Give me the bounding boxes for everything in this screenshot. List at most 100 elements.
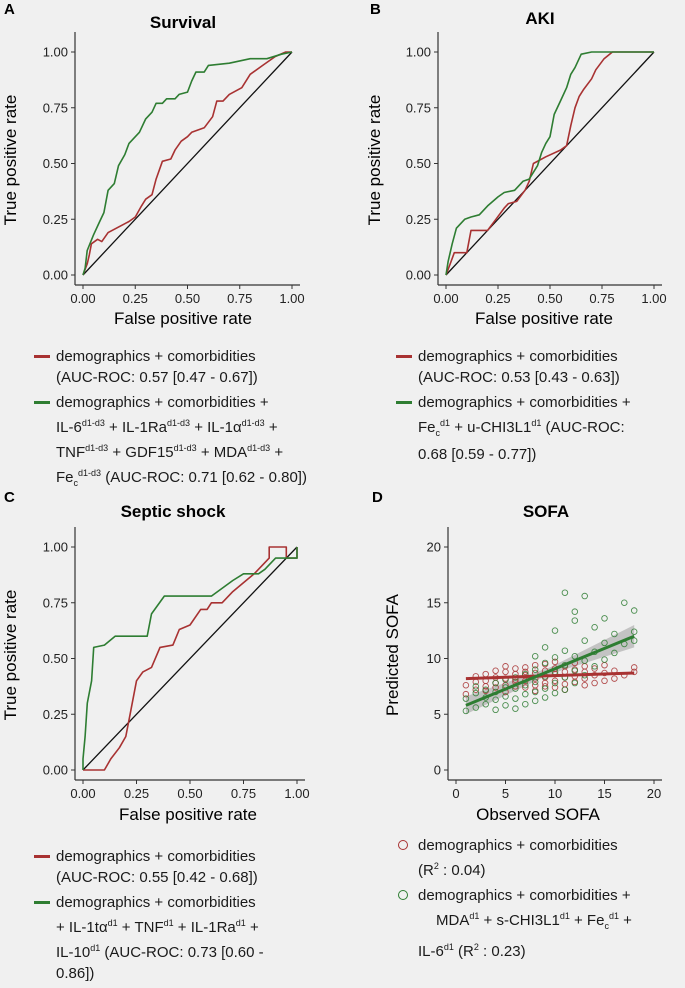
chart-title: SOFA [523, 502, 569, 521]
legend-text: demographics + comorbidities [418, 348, 618, 365]
scatter-point-green [462, 695, 470, 702]
y-tick-label: 0.75 [43, 595, 68, 610]
plot-area: 0.00 0.25 0.50 0.75 1.00 0.00 0.25 0.50 0.75 1.00 [406, 32, 667, 306]
scatter-point-green [482, 700, 489, 708]
x-axis-label: Observed SOFA [476, 805, 600, 824]
scatter-point-red [522, 668, 529, 676]
reference-diagonal [82, 51, 293, 276]
legend-text: demographics + comorbidities [418, 837, 618, 854]
x-tick-label: 0.25 [485, 291, 510, 306]
y-tick-label: 0.00 [43, 763, 68, 778]
legend-text: IL-6d1-d3 + IL-1Rad1-d3 + IL-1αd1-d3 + [56, 418, 278, 436]
scatter-point-green [472, 689, 480, 697]
x-tick-label: 0.00 [433, 291, 458, 306]
legend-swatch [34, 401, 50, 404]
x-tick-label: 0.75 [589, 291, 614, 306]
x-tick-label: 0.50 [537, 291, 562, 306]
scatter-point-red [512, 665, 519, 672]
legend-text: MDAd1 + s-CHI3L1d1 + Fecd1 + [436, 911, 632, 931]
legend-item-green: demographics + comorbidities + MDAd1 + s… [394, 885, 684, 962]
scatter-point-red [581, 663, 588, 670]
scatter-point-red [611, 675, 618, 682]
x-tick-label: 10 [548, 786, 562, 801]
legend-item-green: demographics + comorbidities + Fecd1 + u… [394, 392, 684, 465]
scatter-point-red [502, 668, 509, 676]
roc-curve-red [82, 51, 292, 276]
y-tick-label: 5 [434, 707, 441, 722]
scatter-point-red [551, 658, 559, 666]
y-tick-label: 1.00 [43, 45, 68, 60]
scatter-point-green [611, 630, 618, 638]
legend-text: demographics + comorbidities + [418, 394, 631, 411]
legend-marker [398, 890, 408, 900]
scatter-point-green [531, 678, 539, 686]
legend-text: IL-10d1 (AUC-ROC: 0.73 [0.60 - [56, 943, 264, 961]
scatter-point-red [541, 683, 549, 690]
legend-text: demographics + comorbidities + [418, 887, 631, 904]
scatter-point-red [462, 690, 470, 698]
scatter-point-green [591, 624, 598, 631]
y-tick-label: 0 [434, 763, 441, 778]
scatter-point-green [551, 627, 559, 634]
scatter-point-green [571, 679, 579, 687]
roc-curve-green [82, 547, 298, 770]
panel-label: A [4, 1, 15, 18]
legend-text: 0.86]) [56, 965, 95, 982]
y-tick-label: 10 [427, 651, 441, 666]
scatter-point-green [522, 700, 529, 708]
scatter-point-green [551, 654, 559, 661]
legend-text: demographics + comorbidities + [56, 394, 269, 411]
y-tick-label: 15 [427, 595, 441, 610]
scatter-point-green [531, 688, 539, 696]
plot-area: 0.00 0.25 0.50 0.75 1.00 0.00 0.25 0.50 0.75 1.00 [43, 32, 305, 306]
legend-swatch [34, 355, 50, 358]
y-tick-label: 0.25 [406, 212, 431, 227]
legend-swatch [34, 855, 50, 858]
chart-title: AKI [525, 9, 554, 28]
x-tick-label: 20 [647, 786, 661, 801]
scatter-point-green [621, 599, 628, 607]
roc-curve-red [83, 546, 298, 771]
scatter-point-green [571, 617, 579, 624]
scatter-point-red [531, 661, 539, 669]
legend-item-red: demographics + comorbidities (R2 : 0.04) [394, 835, 684, 881]
x-tick-label: 0.00 [70, 291, 95, 306]
scatter-point-red [591, 665, 598, 672]
x-tick-label: 0.25 [123, 291, 148, 306]
scatter-point-red [502, 663, 509, 670]
scatter-point-green [492, 696, 499, 704]
scatter-point-red [630, 664, 638, 671]
chart-title: Survival [150, 13, 216, 32]
scatter-point-red [591, 679, 598, 687]
scatter-point-green [482, 686, 489, 693]
legend-text: IL-6d1 (R2 : 0.23) [418, 942, 526, 960]
x-tick-label: 0 [452, 786, 459, 801]
legend-swatch [396, 401, 412, 404]
chart-title: Septic shock [121, 502, 226, 521]
scatter-point-green [492, 706, 499, 714]
scatter-point-green [512, 705, 519, 712]
legend-text: TNFd1-d3 + GDF15d1-d3 + MDAd1-d3 + [56, 443, 284, 461]
y-axis-label: True positive rate [1, 590, 20, 721]
x-tick-label: 1.00 [279, 291, 304, 306]
legend-item-red: demographics + comorbidities (AUC-ROC: 0… [32, 346, 362, 388]
scatter-point-red [492, 684, 499, 691]
legend-d: demographics + comorbidities (R2 : 0.04)… [394, 835, 684, 966]
legend-c: demographics + comorbidities (AUC-ROC: 0… [32, 846, 362, 988]
x-tick-label: 0.75 [227, 291, 252, 306]
roc-curve-red [445, 51, 654, 276]
y-tick-label: 20 [427, 540, 441, 555]
scatter-point-green [630, 628, 638, 635]
y-tick-label: 0.75 [43, 100, 68, 115]
legend-text: (R2 : 0.04) [418, 861, 486, 879]
y-tick-label: 0.00 [406, 268, 431, 283]
scatter-point-green [502, 702, 509, 709]
scatter-point-green [601, 615, 608, 622]
scatter-point-green [541, 694, 549, 701]
panel-b: B AKI False positive rate True positive … [365, 1, 667, 328]
roc-curve-green [445, 51, 654, 276]
legend-text: demographics + comorbidities [56, 848, 256, 865]
legend-text: demographics + comorbidities [56, 348, 256, 365]
legend-text: Fecd1-d3 (AUC-ROC: 0.71 [0.62 - 0.80]) [56, 468, 307, 488]
scatter-point-red [522, 684, 529, 691]
